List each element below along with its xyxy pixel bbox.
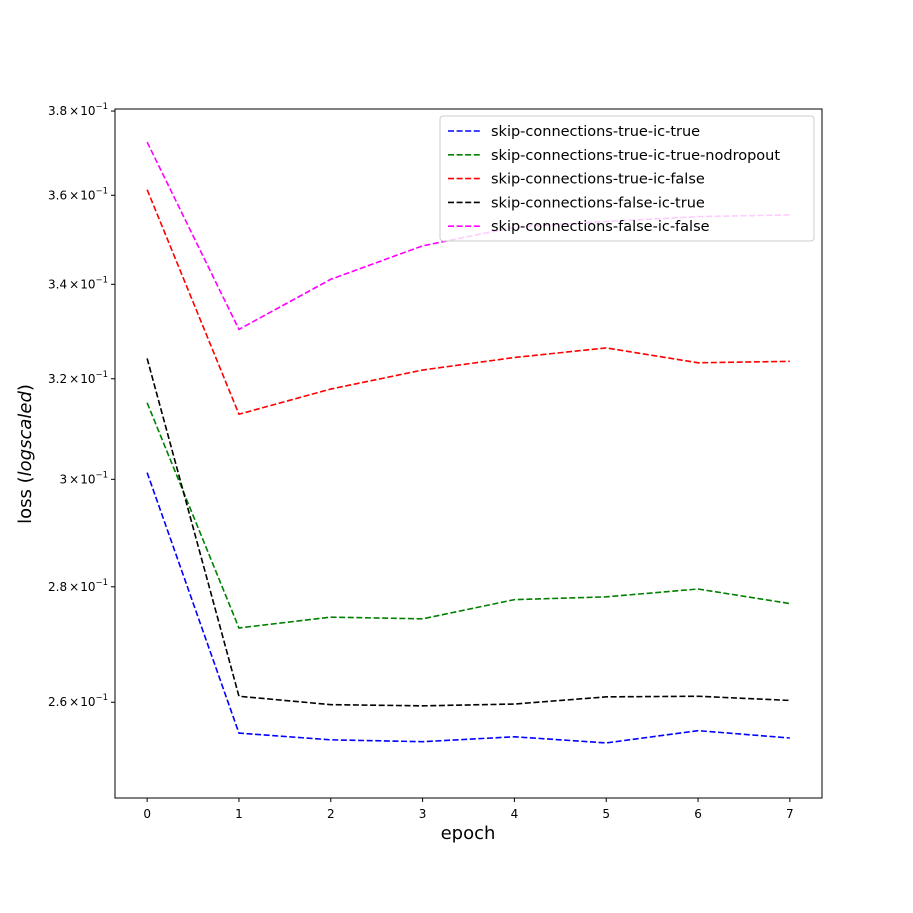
legend-label-3: skip-connections-true-ic-false	[491, 172, 705, 188]
series-line-3	[146, 189, 790, 416]
y-axis: 2.6 ×10−1 2.8 ×10−1 3 ×10−1 3.2 ×10−1 3.4 ×10−1 3.…	[48, 102, 115, 709]
plot-frame	[114, 108, 823, 799]
legend-label-2: skip-connections-true-ic-true-nodropout	[491, 148, 780, 164]
legend-label-5: skip-connections-false-ic-false	[491, 219, 710, 235]
y-axis-label-italic: logscaled	[15, 391, 36, 477]
x-axis-label: epoch	[441, 823, 496, 844]
legend-label-4: skip-connections-false-ic-true	[491, 195, 705, 211]
y-axis-label: loss (logscaled)	[15, 384, 36, 524]
x-tick-label: 0	[143, 807, 151, 821]
legend-label-1: skip-connections-true-ic-true	[491, 124, 700, 140]
legend-box	[439, 115, 815, 242]
x-tick-label: 2	[327, 807, 335, 821]
x-axis: 0 1 2 3 4 5 6 7	[143, 798, 794, 821]
legend: skip-connections-true-ic-true skip-connec…	[439, 115, 815, 242]
y-tick-label: 3 ×10−1	[59, 470, 108, 486]
series-line-4	[146, 358, 790, 707]
x-tick-label: 3	[419, 807, 427, 821]
y-tick-label: 3.6 ×10−1	[48, 186, 108, 202]
y-tick-label: 2.6 ×10−1	[48, 693, 108, 709]
x-tick-label: 5	[602, 807, 610, 821]
y-tick-label: 2.8 ×10−1	[48, 578, 108, 594]
y-tick-label: 3.2 ×10−1	[48, 370, 108, 386]
x-tick-label: 7	[786, 807, 794, 821]
y-axis-label-suffix: )	[15, 384, 36, 391]
y-tick-label: 3.4 ×10−1	[48, 275, 108, 291]
y-axis-label-prefix: loss (	[15, 476, 36, 524]
y-tick-label: 3.8 ×10−1	[48, 102, 108, 118]
x-tick-label: 6	[694, 807, 702, 821]
series-line-2	[146, 402, 790, 629]
x-tick-label: 1	[235, 807, 243, 821]
x-tick-label: 4	[511, 807, 519, 821]
